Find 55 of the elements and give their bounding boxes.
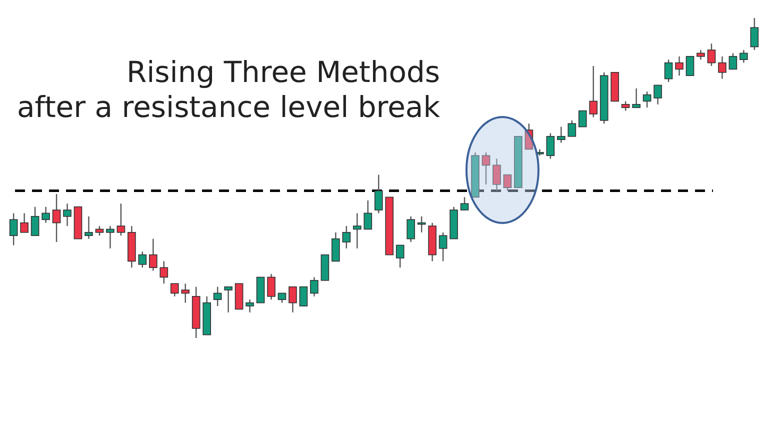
candlestick (557, 126, 566, 144)
candlestick (63, 203, 72, 227)
candlestick (116, 203, 126, 236)
candlestick (654, 84, 662, 105)
candlestick (482, 152, 490, 185)
candlestick (364, 200, 372, 230)
candlestick (664, 59, 673, 83)
candlestick (460, 196, 469, 211)
candlestick (30, 206, 40, 236)
candlestick (95, 225, 104, 236)
candlestick (52, 193, 61, 243)
candlestick (686, 56, 694, 76)
candlestick (181, 283, 190, 304)
text: Rising Three Methods after a resistance level break (16, 55, 440, 124)
candlestick (438, 232, 448, 262)
candlestick (374, 174, 383, 214)
candlestick (149, 238, 158, 272)
candlestick (568, 120, 576, 137)
candlestick (224, 286, 232, 313)
candlestick (9, 212, 18, 246)
candlestick (396, 244, 404, 268)
candlestick (492, 158, 501, 192)
candlestick (106, 225, 114, 249)
candlestick (246, 299, 254, 313)
candlestick (42, 206, 50, 224)
candlestick (728, 52, 738, 70)
candlestick (299, 286, 308, 306)
candlestick (332, 232, 340, 262)
candlestick (524, 123, 534, 150)
candlestick (632, 88, 640, 108)
candlestick (589, 65, 598, 118)
candlestick (546, 132, 555, 160)
candlestick (267, 273, 276, 300)
candlestick (675, 56, 684, 76)
candlestick (740, 49, 748, 64)
candlestick (642, 91, 652, 108)
candlestick (84, 216, 93, 240)
candlestick (310, 276, 318, 297)
candlestick (342, 225, 351, 249)
candlestick (138, 251, 147, 268)
candlestick (406, 216, 415, 243)
candlestick (578, 110, 587, 128)
candlestick (696, 49, 705, 60)
candlestick (288, 286, 297, 313)
candlestick (160, 260, 168, 284)
candlestick (707, 43, 716, 67)
candlestick (621, 100, 630, 112)
candlestick (718, 56, 726, 80)
candlestick (750, 17, 759, 51)
candlestick (20, 212, 28, 233)
candlestick (170, 283, 179, 297)
candlestick (503, 174, 512, 192)
candlestick (353, 212, 362, 249)
candlestick (213, 286, 222, 307)
candlestick (278, 292, 286, 304)
